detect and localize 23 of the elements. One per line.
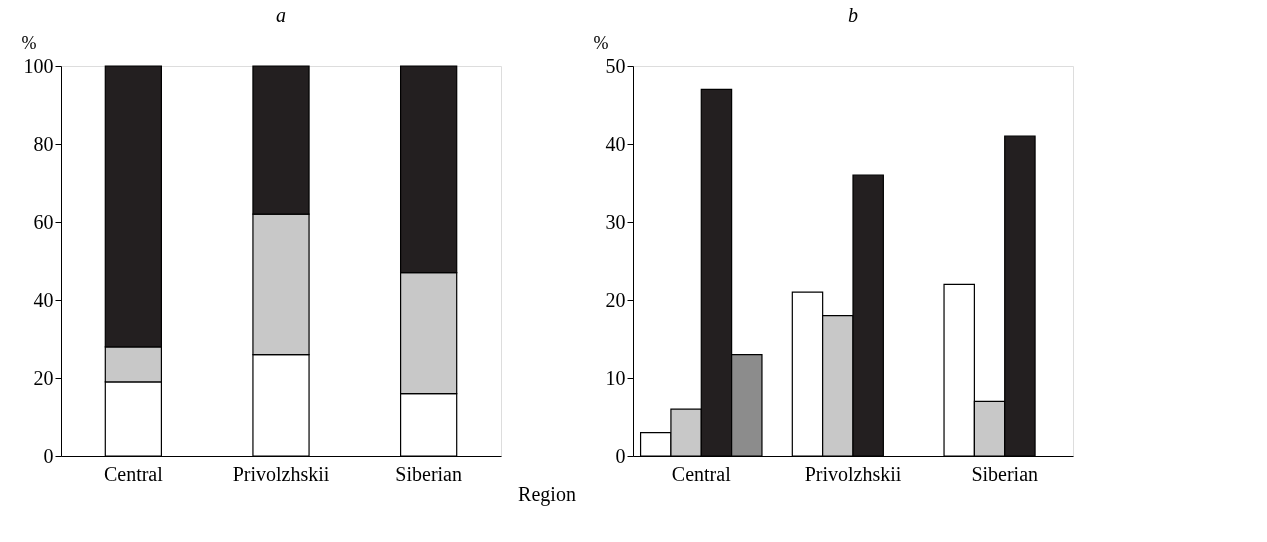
x-tick-label: Siberian bbox=[395, 462, 462, 485]
x-tick-label: Siberian bbox=[971, 462, 1039, 485]
y-tick-label: 0 bbox=[615, 444, 626, 467]
y-tick-label: 20 bbox=[605, 288, 626, 311]
y-tick-label: 40 bbox=[605, 132, 626, 155]
y-tick-label: 10 bbox=[605, 366, 626, 389]
chart-title: a bbox=[276, 4, 286, 26]
y-tick-label: 40 bbox=[33, 288, 54, 311]
y-axis-title: % bbox=[21, 32, 37, 53]
y-tick-label: 0 bbox=[43, 444, 54, 467]
x-tick-label: Privolzhskii bbox=[804, 462, 902, 485]
x-axis-title: Region bbox=[518, 482, 576, 506]
y-tick-label: 60 bbox=[33, 210, 54, 233]
x-tick-label: Privolzhskii bbox=[232, 462, 330, 485]
y-tick-label: 100 bbox=[23, 54, 54, 77]
chart-title: b bbox=[848, 4, 858, 26]
y-tick-label: 20 bbox=[33, 366, 54, 389]
y-tick-label: 80 bbox=[33, 132, 54, 155]
y-tick-label: 30 bbox=[605, 210, 626, 233]
x-tick-label: Central bbox=[103, 462, 164, 485]
y-tick-label: 50 bbox=[605, 54, 626, 77]
x-tick-label: Central bbox=[671, 462, 732, 485]
y-axis-title: % bbox=[593, 32, 609, 53]
